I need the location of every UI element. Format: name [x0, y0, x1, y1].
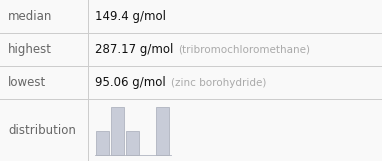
Text: lowest: lowest — [8, 76, 46, 89]
Text: 287.17 g/mol: 287.17 g/mol — [95, 43, 173, 56]
Text: highest: highest — [8, 43, 52, 56]
Text: 95.06 g/mol: 95.06 g/mol — [95, 76, 166, 89]
Bar — [96, 131, 109, 155]
Text: 149.4 g/mol: 149.4 g/mol — [95, 10, 166, 23]
Text: (zinc borohydride): (zinc borohydride) — [171, 77, 266, 87]
Bar — [126, 131, 139, 155]
Text: median: median — [8, 10, 52, 23]
Bar — [111, 107, 124, 155]
Text: distribution: distribution — [8, 123, 76, 137]
Text: (tribromochloromethane): (tribromochloromethane) — [178, 44, 310, 55]
Bar — [156, 107, 169, 155]
